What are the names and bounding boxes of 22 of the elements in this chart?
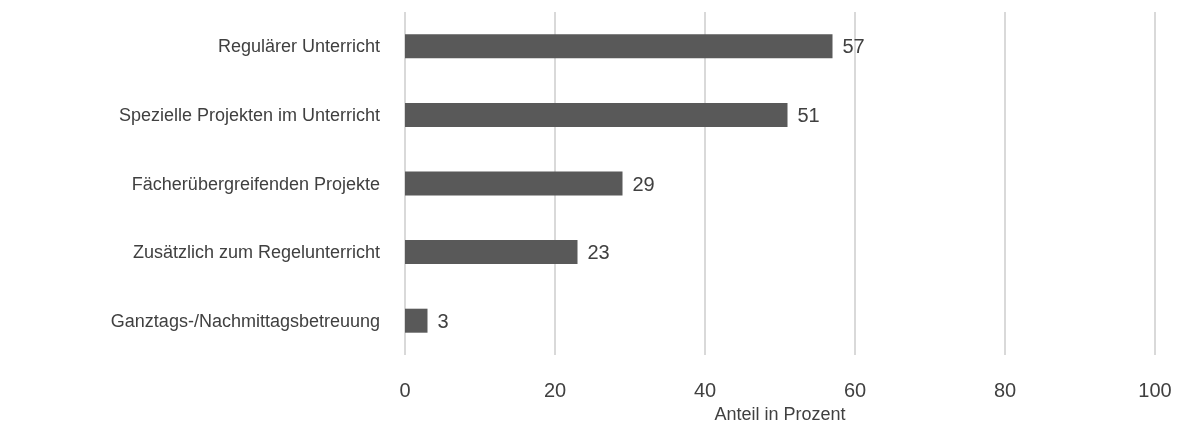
bar: [405, 308, 428, 333]
data-label: 23: [587, 241, 610, 264]
y-tick-label: Regulärer Unterricht: [217, 36, 380, 57]
data-label: 3: [437, 309, 449, 332]
bar: [405, 240, 578, 265]
x-tick-label: 60: [843, 379, 867, 401]
data-label: 57: [842, 35, 865, 58]
y-tick-label: Fächerübergreifenden Projekte: [131, 173, 380, 194]
y-tick-label: Ganztags-/Nachmittagsbetreuung: [110, 310, 380, 331]
x-tick-label: 20: [543, 379, 567, 401]
bar: [405, 171, 623, 196]
x-tick-label: 40: [693, 379, 717, 401]
x-tick-label: 0: [399, 379, 411, 401]
data-label: 51: [797, 103, 820, 126]
x-axis-title: Anteil in Prozent: [714, 404, 846, 424]
x-tick-label: 80: [993, 379, 1017, 401]
x-tick-label: 100: [1138, 379, 1172, 401]
bar: [405, 34, 833, 59]
y-tick-label: Zusätzlich zum Regelunterricht: [132, 242, 380, 263]
data-label: 29: [632, 172, 655, 195]
y-tick-label: Spezielle Projekten im Unterricht: [118, 104, 380, 125]
bar: [405, 102, 788, 127]
